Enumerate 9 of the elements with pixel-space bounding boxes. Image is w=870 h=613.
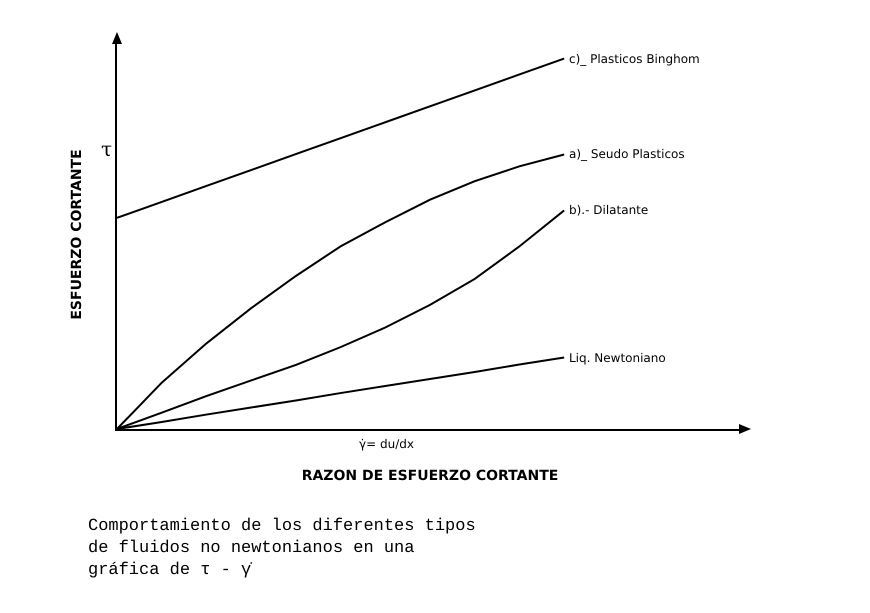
series-label: b).- Dilatante xyxy=(569,203,648,217)
text: τ xyxy=(101,137,112,161)
text: Comportamiento de los diferentes tipos de fluidos no newtonianos en una gráfica de τ - γ̇ xyxy=(88,517,476,580)
x-axis-title: RAZON DE ESFUERZO CORTANTE xyxy=(302,468,558,484)
series-label: a)_ Seudo Plasticos xyxy=(569,147,685,161)
series-label: c)_ Plasticos Binghom xyxy=(569,52,700,66)
text: γ̇= du/dx xyxy=(359,437,414,451)
series-label: Liq. Newtoniano xyxy=(569,351,666,365)
y-axis-title: ESFUERZO CORTANTE xyxy=(69,149,86,320)
